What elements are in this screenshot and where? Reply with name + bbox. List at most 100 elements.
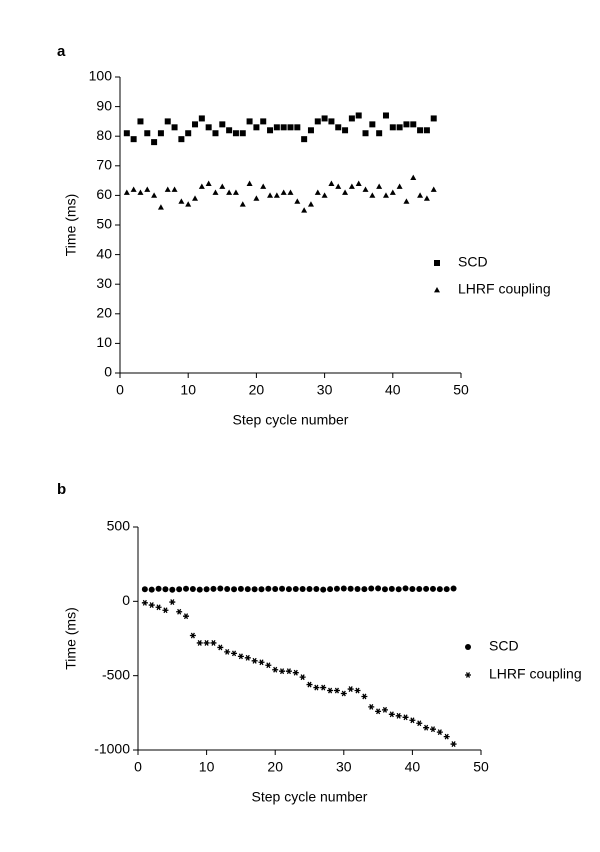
marker [361,693,368,700]
y-tick-label: 500 [107,518,131,534]
marker [123,130,130,137]
marker [285,668,292,675]
marker [375,708,382,715]
marker [176,608,183,615]
marker [381,586,388,593]
legend-label: LHRF coupling [458,281,551,297]
marker [307,201,314,207]
marker [306,681,313,688]
marker [429,585,436,592]
panel-label: b [57,481,66,498]
y-tick-label: 100 [89,68,113,84]
marker [443,733,450,740]
y-tick-label: 0 [122,592,130,608]
marker [189,632,196,639]
marker [327,586,334,593]
x-tick-label: 30 [317,382,333,398]
marker [403,198,410,204]
legend-marker [434,287,440,293]
x-tick-label: 40 [385,382,401,398]
marker [327,687,334,694]
marker [347,585,354,592]
marker [314,118,321,125]
panel-label: a [57,43,66,60]
marker [273,192,280,198]
marker [244,654,251,661]
marker [171,124,178,131]
y-tick-label: 50 [96,216,112,232]
marker [314,189,321,195]
marker [430,115,437,122]
marker [395,586,402,593]
marker [169,586,176,593]
marker [212,130,219,137]
marker [430,186,437,192]
marker [198,183,205,189]
marker [292,585,299,592]
marker [231,650,238,657]
x-tick-label: 10 [199,759,215,775]
marker [137,189,144,195]
marker [382,192,389,198]
marker [162,607,169,614]
marker [376,183,383,189]
marker [382,112,389,119]
x-tick-label: 30 [336,759,352,775]
marker [151,139,158,146]
marker [321,192,328,198]
x-tick-label: 10 [180,382,196,398]
marker [226,127,233,134]
marker [299,674,306,681]
marker [416,720,423,727]
marker [217,644,224,651]
marker [320,586,327,593]
y-tick-label: 70 [96,157,112,173]
marker [141,599,148,606]
marker [217,585,224,592]
marker [342,189,349,195]
y-tick-label: 40 [96,245,112,261]
marker [362,186,369,192]
marker [375,585,382,592]
marker [279,668,286,675]
marker [272,585,279,592]
marker [232,189,239,195]
marker [340,585,347,592]
marker [219,183,226,189]
marker [307,127,314,134]
marker [260,118,267,125]
marker [196,586,203,593]
marker [368,703,375,710]
marker [313,684,320,691]
marker [361,586,368,593]
marker [328,180,335,186]
legend-label: LHRF coupling [489,666,582,682]
marker [362,130,369,137]
marker [294,198,301,204]
marker [354,585,361,592]
marker [389,189,396,195]
marker [258,659,265,666]
marker [279,585,286,592]
marker [436,729,443,736]
marker [253,124,260,131]
x-tick-label: 50 [453,382,469,398]
marker [258,586,265,593]
marker [402,585,409,592]
marker [280,124,287,131]
marker [395,712,402,719]
y-tick-label: -1000 [94,741,130,757]
y-tick-label: -500 [102,666,130,682]
marker [185,201,192,207]
marker [178,198,185,204]
marker [355,180,362,186]
marker [164,118,171,125]
y-tick-label: 20 [96,305,112,321]
x-tick-label: 50 [473,759,489,775]
marker [403,121,410,128]
marker [260,183,267,189]
marker [144,186,151,192]
marker [224,648,231,655]
marker [320,684,327,691]
legend-label: SCD [458,254,488,270]
